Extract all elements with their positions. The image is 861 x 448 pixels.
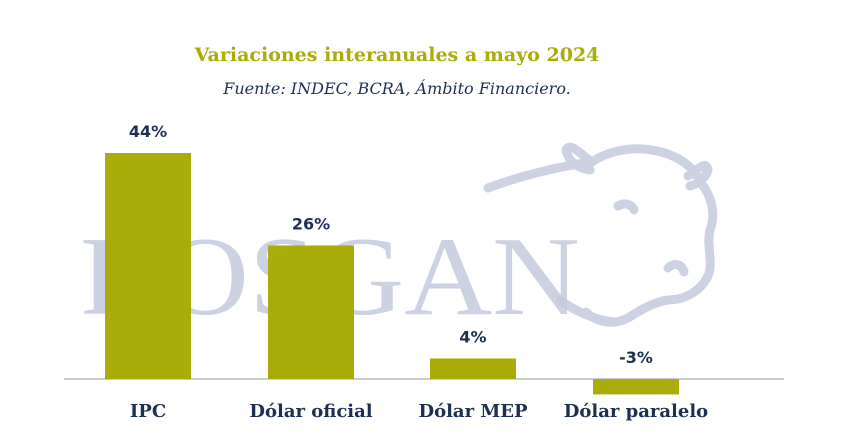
bar (268, 245, 354, 379)
bar-value-label: 4% (459, 327, 486, 346)
bar-value-label: 44% (129, 122, 167, 141)
category-label: Dólar paralelo (564, 401, 708, 422)
cow-head-icon (483, 142, 718, 327)
chart-subtitle: Fuente: INDEC, BCRA, Ámbito Financiero. (223, 79, 571, 98)
bar-value-label: 26% (292, 214, 330, 233)
bar-value-label: -3% (619, 348, 653, 367)
bar (593, 379, 679, 395)
category-label: IPC (130, 401, 166, 422)
chart-title: Variaciones interanuales a mayo 2024 (194, 44, 600, 66)
bar (430, 358, 516, 379)
category-label: Dólar MEP (418, 401, 528, 422)
category-label: Dólar oficial (249, 401, 372, 422)
bar (105, 153, 191, 379)
